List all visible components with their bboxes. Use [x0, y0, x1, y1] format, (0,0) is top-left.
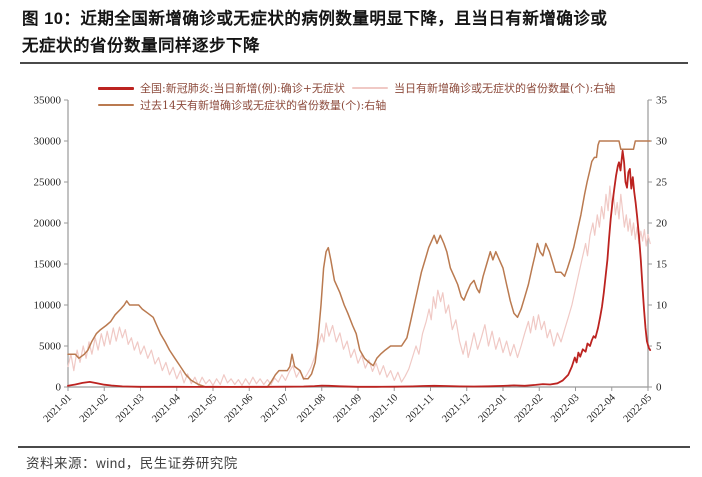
x-axis-tick-label: 2022-03 [549, 392, 582, 425]
right-axis-tick-label: 25 [656, 177, 668, 189]
right-axis-tick-label: 35 [656, 95, 668, 107]
footer-divider [18, 446, 690, 448]
x-axis-tick-label: 2021-05 [187, 392, 220, 425]
legend-item-daily-provinces: 当日有新增确诊或无症状的省份数量(个):右轴 [352, 81, 615, 95]
x-axis-tick-label: 2021-09 [332, 392, 365, 425]
right-axis-tick-label: 15 [656, 259, 668, 271]
x-axis-tick-label: 2022-05 [622, 392, 655, 425]
data-source-note: 资料来源：wind，民生证券研究院 [26, 456, 238, 471]
x-axis-tick-label: 2022-04 [585, 392, 618, 425]
right-axis-tick-label: 30 [656, 136, 668, 148]
legend-line-pink [352, 87, 388, 89]
left-axis-tick-label: 30000 [34, 136, 62, 148]
legend-item-national-new-cases: 全国:新冠肺炎:当日新增(例):确诊+无症状 [98, 81, 345, 95]
legend-label: 全国:新冠肺炎:当日新增(例):确诊+无症状 [140, 82, 345, 95]
series-line-1 [67, 149, 652, 388]
x-axis-tick-label: 2021-11 [404, 392, 436, 424]
x-axis-tick-label: 2022-01 [477, 392, 510, 425]
legend-line-brown [98, 104, 134, 106]
legend-item-14day-provinces: 过去14天有新增确诊或无症状的省份数量(个):右轴 [98, 98, 386, 112]
figure-title-line2: 无症状的省份数量同样逐步下降 [22, 36, 260, 55]
left-axis-tick-label: 10000 [34, 300, 62, 312]
x-axis-tick-label: 2021-07 [259, 392, 292, 425]
series-line-2 [67, 185, 651, 386]
right-axis-tick-label: 20 [656, 218, 668, 230]
x-axis-tick-label: 2022-02 [513, 392, 546, 425]
left-axis-tick-label: 20000 [34, 218, 62, 230]
x-axis-tick-label: 2021-01 [42, 392, 75, 425]
right-axis-tick-label: 0 [656, 382, 662, 394]
x-axis-tick-label: 2021-12 [440, 392, 473, 425]
x-axis-tick-label: 2021-10 [368, 392, 401, 425]
left-axis-tick-label: 5000 [39, 341, 62, 353]
x-axis-tick-label: 2021-02 [78, 392, 111, 425]
left-axis-tick-label: 35000 [34, 95, 62, 107]
left-axis-tick-label: 0 [56, 382, 62, 394]
x-axis-tick-label: 2021-03 [114, 392, 147, 425]
figure-title-line1: 图 10：近期全国新增确诊或无症状的病例数量明显下降，且当日有新增确诊或 [22, 10, 608, 28]
legend-label: 当日有新增确诊或无症状的省份数量(个):右轴 [394, 82, 616, 95]
left-axis-tick-label: 15000 [34, 259, 62, 271]
right-axis-tick-label: 10 [656, 300, 668, 312]
left-axis-tick-label: 25000 [34, 177, 62, 189]
right-axis-tick-label: 5 [656, 341, 662, 353]
x-axis-tick-label: 2021-04 [150, 392, 183, 425]
legend-label: 过去14天有新增确诊或无症状的省份数量(个):右轴 [140, 99, 387, 112]
figure-title: 图 10：近期全国新增确诊或无症状的病例数量明显下降，且当日有新增确诊或 无症状… [22, 6, 694, 59]
x-axis-tick-label: 2021-08 [295, 392, 328, 425]
title-divider [20, 62, 688, 64]
series-line-3 [67, 140, 651, 388]
legend-line-red [98, 86, 134, 90]
x-axis-tick-label: 2021-06 [223, 392, 256, 425]
